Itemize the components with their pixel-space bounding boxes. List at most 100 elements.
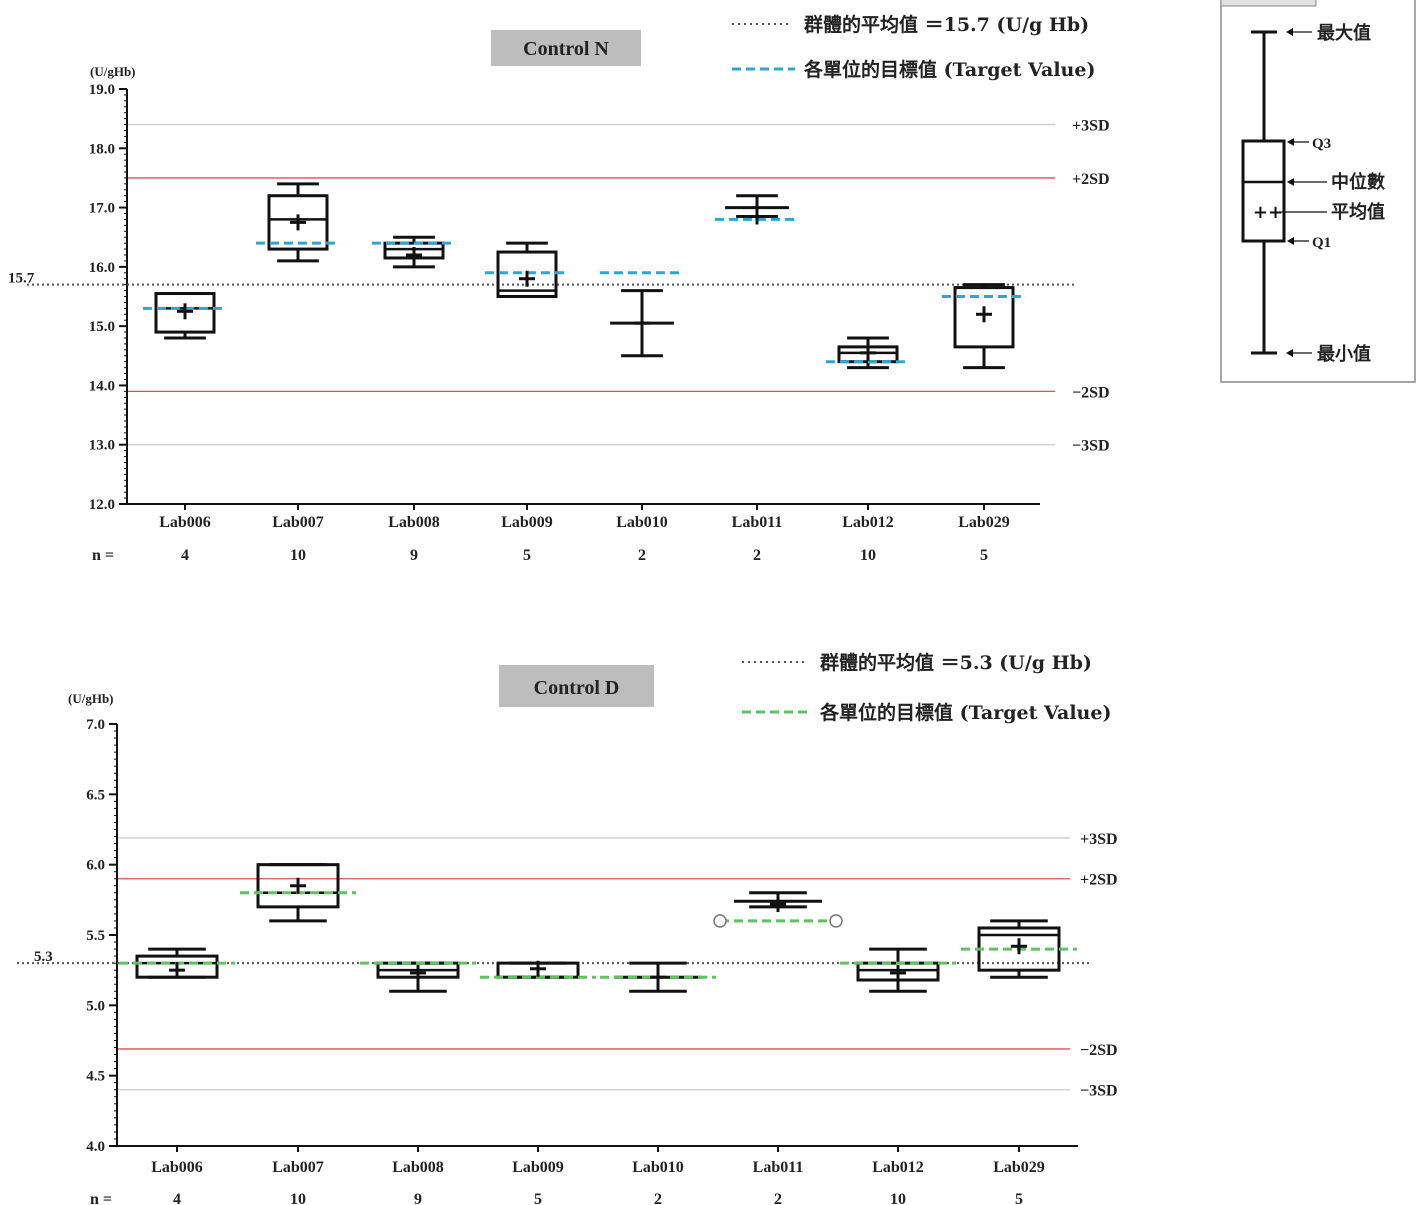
reference-line-label: −3SD [1080, 1083, 1118, 1100]
box-lab011: Lab011 2 [713, 891, 843, 1205]
y-tick-label: 15.0 [89, 319, 115, 335]
key-q1-label: Q1 [1312, 235, 1331, 251]
chart-control-d: Control D 群體的平均值 ＝5.3 (U/g Hb) 各單位的目標值 (Ta… [17, 651, 1118, 1205]
category-label: Lab008 [388, 514, 440, 531]
category-label: Lab012 [872, 1159, 924, 1176]
n-value: 4 [173, 1191, 181, 1205]
n-value: 4 [181, 547, 189, 564]
category-label: Lab010 [616, 514, 668, 531]
y-tick-label: 14.0 [89, 378, 115, 394]
box-lab029: Lab029 5 [961, 919, 1077, 1205]
box-lab008: Lab008 9 [360, 961, 476, 1205]
category-label: Lab009 [501, 514, 553, 531]
n-value: 5 [980, 547, 988, 564]
box-lab007: Lab007 10 [255, 182, 341, 564]
key-mean-marker: ++ [1253, 202, 1283, 223]
box-lab009: Lab009 5 [480, 960, 596, 1205]
category-label: Lab007 [272, 514, 324, 531]
y-axis-unit: (U/gHb) [68, 691, 114, 706]
reference-line-label: −2SD [1080, 1042, 1118, 1059]
chart-title: Control D [534, 677, 620, 699]
n-value: 5 [523, 547, 531, 564]
y-tick-label: 19.0 [89, 82, 115, 98]
category-label: Lab006 [151, 1159, 203, 1176]
box-plot-key: ++ 最大值 Q3 中位數 平均值 Q1 最小值 [1220, 0, 1416, 383]
key-max-arrowhead [1286, 28, 1293, 36]
key-max-label: 最大值 [1317, 22, 1371, 44]
box-lab012: Lab012 10 [825, 336, 911, 564]
box-lab011: Lab011 2 [714, 194, 800, 564]
n-value: 9 [414, 1191, 422, 1205]
y-tick-label: 17.0 [89, 201, 115, 217]
chart-title-box [491, 30, 641, 66]
n-value: 10 [860, 547, 876, 564]
y-tick-label: 7.0 [86, 717, 105, 733]
iqr-box [154, 292, 216, 334]
box-lab007: Lab007 10 [240, 863, 356, 1205]
key-min-label: 最小值 [1317, 343, 1371, 365]
n-value: 10 [290, 1191, 306, 1205]
y-tick-label: 13.0 [89, 438, 115, 454]
reference-line-label: +2SD [1072, 171, 1110, 188]
legend-target-label: 各單位的目標值 (Target Value) [819, 701, 1111, 724]
box-lab012: Lab012 10 [840, 947, 956, 1205]
category-label: Lab010 [632, 1159, 684, 1176]
n-value: 2 [774, 1191, 782, 1205]
box-lab010: Lab010 2 [600, 961, 716, 1205]
reference-line-label: +2SD [1080, 872, 1118, 889]
key-q1-arrowhead [1287, 237, 1294, 245]
n-label: n = [90, 1191, 112, 1205]
n-value: 2 [638, 547, 646, 564]
n-label: n = [92, 547, 114, 564]
n-value: 5 [1015, 1191, 1023, 1205]
chart-title: Control N [523, 38, 609, 60]
box-lab006: Lab006 4 [142, 292, 228, 564]
target-endpoint-circle [713, 914, 727, 928]
legend-target-label: 各單位的目標值 (Target Value) [803, 58, 1095, 81]
category-label: Lab008 [392, 1159, 444, 1176]
iqr-box [267, 194, 329, 251]
box-lab008: Lab008 9 [371, 235, 457, 564]
n-value: 9 [410, 547, 418, 564]
y-tick-label: 18.0 [89, 141, 115, 157]
category-label: Lab029 [993, 1159, 1045, 1176]
y-tick-label: 4.5 [86, 1069, 105, 1085]
category-label: Lab006 [159, 514, 211, 531]
n-value: 10 [890, 1191, 906, 1205]
group-mean-label: 15.7 [8, 271, 35, 287]
key-tab [1220, 0, 1317, 7]
y-axis-unit: (U/gHb) [90, 64, 136, 79]
n-value: 2 [753, 547, 761, 564]
chart-control-n: Control N 群體的平均值 ＝15.7 (U/g Hb) 各單位的目標值 (T… [8, 13, 1110, 564]
n-value: 2 [654, 1191, 662, 1205]
category-label: Lab009 [512, 1159, 564, 1176]
key-frame [1220, 0, 1416, 383]
key-q3-label: Q3 [1312, 136, 1331, 152]
y-tick-label: 5.0 [86, 998, 105, 1014]
y-tick-label: 12.0 [89, 497, 115, 513]
y-tick-label: 5.5 [86, 928, 105, 944]
key-median-label: 中位數 [1331, 171, 1385, 193]
category-label: Lab011 [753, 1159, 804, 1176]
n-value: 10 [290, 547, 306, 564]
box-lab009: Lab009 5 [484, 241, 570, 564]
category-label: Lab007 [272, 1159, 324, 1176]
reference-line-label: −3SD [1072, 438, 1110, 455]
key-q3-arrowhead [1287, 138, 1294, 146]
box-lab006: Lab006 4 [119, 947, 235, 1205]
legend-group-mean-label: 群體的平均值 ＝15.7 (U/g Hb) [803, 13, 1089, 36]
box-lab010: Lab010 2 [599, 271, 685, 564]
key-mean-label: 平均值 [1331, 201, 1385, 223]
category-label: Lab012 [842, 514, 894, 531]
category-label: Lab029 [958, 514, 1010, 531]
y-tick-label: 16.0 [89, 260, 115, 276]
y-tick-label: 6.5 [86, 787, 105, 803]
y-tick-label: 6.0 [86, 858, 105, 874]
iqr-box [256, 863, 340, 909]
key-min-arrowhead [1286, 349, 1293, 357]
reference-line-label: +3SD [1072, 118, 1110, 135]
y-tick-label: 4.0 [86, 1139, 105, 1155]
n-value: 5 [534, 1191, 542, 1205]
target-endpoint-circle [829, 914, 843, 928]
